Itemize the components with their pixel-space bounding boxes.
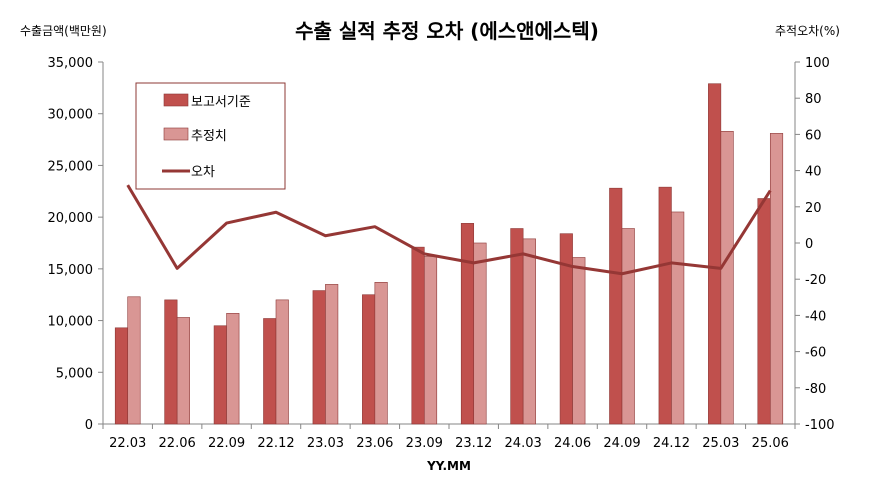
y2-tick-label: 20: [805, 201, 822, 216]
y-tick-label: 0: [85, 418, 93, 433]
bar-reported: [263, 318, 277, 425]
bar-estimate: [226, 313, 240, 425]
bar-reported: [411, 246, 425, 425]
legend-label: 보고서기준: [191, 95, 251, 110]
y-tick-label: 25,000: [48, 159, 94, 174]
legend-swatch: [163, 93, 189, 107]
bar-estimate: [671, 211, 685, 425]
x-tick-label: 23.03: [307, 436, 344, 451]
legend-label: 오차: [191, 165, 215, 180]
bar-estimate: [374, 282, 388, 425]
x-axis-label: YY.MM: [426, 459, 471, 473]
x-tick-label: 24.12: [653, 436, 690, 451]
y2-tick-label: -20: [805, 273, 826, 288]
x-tick-label: 24.09: [603, 436, 640, 451]
y2-tick-label: -100: [805, 418, 835, 433]
y-tick-label: 10,000: [48, 315, 94, 330]
x-tick-label: 24.03: [505, 436, 542, 451]
bar-estimate: [275, 299, 289, 425]
y-tick-label: 5,000: [56, 366, 93, 381]
bar-reported: [757, 198, 771, 425]
x-tick-label: 23.12: [455, 436, 492, 451]
legend-swatch: [163, 127, 189, 141]
bar-estimate: [423, 256, 438, 425]
x-tick-label: 22.12: [257, 436, 294, 451]
y2-tick-label: 60: [805, 128, 822, 143]
bar-reported: [312, 290, 326, 425]
bar-reported: [658, 186, 672, 425]
x-tick-label: 24.06: [554, 436, 591, 451]
bar-reported: [114, 327, 129, 425]
plot-area: 0 5,000 10,000 15,000 20,000 25,000 30,000 35,0…: [48, 56, 835, 451]
bar-reported: [164, 299, 178, 425]
bar-reported: [609, 187, 623, 425]
bar-estimate: [621, 228, 635, 425]
y2-tick-label: 100: [805, 56, 830, 71]
bar-estimate: [473, 242, 487, 425]
bar-reported: [213, 325, 227, 425]
bar-estimate: [325, 284, 339, 425]
y2-tick-label: -40: [805, 309, 826, 324]
error-line: [126, 184, 772, 276]
y2-tick-label: 40: [805, 165, 822, 180]
y-tick-label: 35,000: [48, 56, 94, 71]
x-tick-label: 25.03: [702, 436, 739, 451]
y2-tick-label: 0: [805, 237, 813, 252]
y-tick-label: 30,000: [48, 108, 94, 123]
x-tick-label: 25.06: [752, 436, 789, 451]
bar-reported: [362, 294, 376, 425]
x-tick-label: 22.09: [208, 436, 245, 451]
bar-estimate: [572, 257, 586, 425]
bar-reported: [559, 233, 573, 425]
y2-tick-label: -80: [805, 382, 826, 397]
y-axis-label: 수출금액(백만원): [20, 24, 107, 38]
bar-reported: [510, 228, 524, 425]
legend-box: [135, 82, 286, 190]
y2-axis-label: 추적오차(%): [775, 24, 840, 38]
bar-estimate: [176, 317, 190, 425]
bar-estimate: [127, 296, 141, 425]
bar-estimate: [720, 130, 734, 425]
y-tick-label: 15,000: [48, 263, 94, 278]
y2-tick-label: 80: [805, 92, 822, 107]
bar-estimate: [522, 238, 536, 425]
legend-label: 추정치: [191, 129, 227, 144]
x-tick-label: 23.06: [356, 436, 393, 451]
x-tick-label: 22.03: [109, 436, 146, 451]
y-tick-label: 20,000: [48, 211, 94, 226]
chart-title: 수출 실적 추정 오차 (에스앤에스텍): [295, 19, 599, 43]
bar-estimate: [769, 133, 784, 425]
y2-tick-label: -60: [805, 346, 826, 361]
x-tick-label: 23.09: [406, 436, 443, 451]
bar-reported: [708, 83, 722, 425]
x-tick-label: 22.06: [159, 436, 196, 451]
bar-reported: [460, 223, 475, 425]
